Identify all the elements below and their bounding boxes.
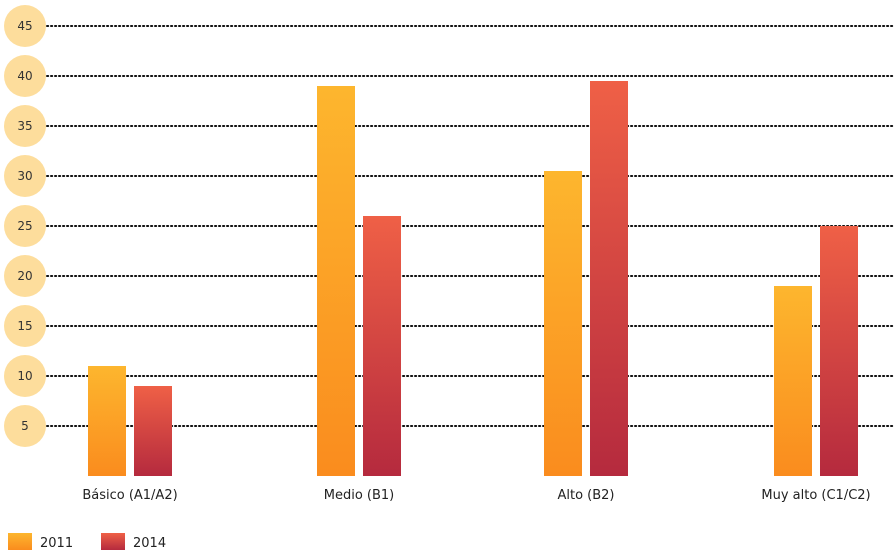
y-tick-label-20: 20: [17, 269, 32, 283]
bar-2014-4: [820, 226, 858, 476]
legend: 2011 2014: [8, 533, 166, 550]
y-tick-badge-20: [4, 255, 46, 297]
y-axis-gridlines: [46, 25, 895, 427]
y-tick-label-15: 15: [17, 319, 32, 333]
bar-2011-3: [544, 171, 582, 476]
y-tick-label-5: 5: [21, 419, 29, 433]
x-axis-categories: Básico (A1/A2) Medio (B1) Alto (B2) Muy alt…: [82, 488, 870, 503]
legend-swatch-2014: [101, 533, 125, 550]
y-tick-label-30: 30: [17, 169, 32, 183]
y-tick-label-35: 35: [17, 119, 32, 133]
bar-2011-2: [317, 86, 355, 476]
y-tick-badge-10: [4, 355, 46, 397]
y-tick-badge-45: [4, 5, 46, 47]
y-tick-badge-15: [4, 305, 46, 347]
x-category-label-1: Básico (A1/A2): [82, 488, 177, 503]
bar-2014-2: [363, 216, 401, 476]
bar-2011-4: [774, 286, 812, 476]
legend-label-2014: 2014: [133, 536, 166, 550]
bar-2014-1: [134, 386, 172, 476]
y-tick-badge-35: [4, 105, 46, 147]
y-axis-ticks: 5 10 15 20 25 30 35 40 45: [4, 5, 46, 447]
legend-swatch-2011: [8, 533, 32, 550]
x-category-label-4: Muy alto (C1/C2): [761, 488, 870, 503]
y-tick-badge-40: [4, 55, 46, 97]
y-tick-badge-5: [4, 405, 46, 447]
legend-label-2011: 2011: [40, 536, 73, 550]
y-tick-label-25: 25: [17, 219, 32, 233]
bars: [88, 81, 858, 476]
x-category-label-3: Alto (B2): [557, 488, 614, 503]
bar-2011-1: [88, 366, 126, 476]
y-tick-badge-30: [4, 155, 46, 197]
y-tick-label-45: 45: [17, 19, 32, 33]
bar-2014-3: [590, 81, 628, 476]
x-category-label-2: Medio (B1): [324, 488, 395, 503]
y-tick-label-10: 10: [17, 369, 32, 383]
y-tick-label-40: 40: [17, 69, 32, 83]
y-tick-badge-25: [4, 205, 46, 247]
